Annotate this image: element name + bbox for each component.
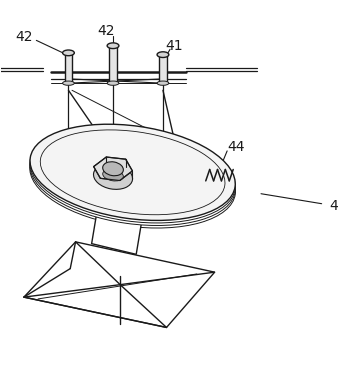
FancyBboxPatch shape [109,46,117,83]
Text: 4: 4 [330,199,339,213]
Ellipse shape [107,43,119,48]
Ellipse shape [107,81,119,85]
Ellipse shape [30,127,235,223]
Polygon shape [24,242,215,327]
Ellipse shape [157,81,169,85]
FancyBboxPatch shape [64,53,72,83]
Text: 44: 44 [227,140,245,154]
Text: 42: 42 [15,30,33,44]
Text: 42: 42 [97,25,115,38]
Text: 43: 43 [209,188,227,203]
Ellipse shape [30,129,236,226]
Ellipse shape [93,164,132,189]
Text: 41: 41 [165,39,183,53]
Ellipse shape [30,124,235,221]
Ellipse shape [30,132,236,228]
FancyBboxPatch shape [159,55,167,83]
Ellipse shape [157,52,169,57]
Ellipse shape [103,162,124,176]
Ellipse shape [103,169,124,181]
Polygon shape [92,212,141,254]
Polygon shape [94,157,132,181]
Ellipse shape [63,50,74,56]
Ellipse shape [63,81,74,85]
